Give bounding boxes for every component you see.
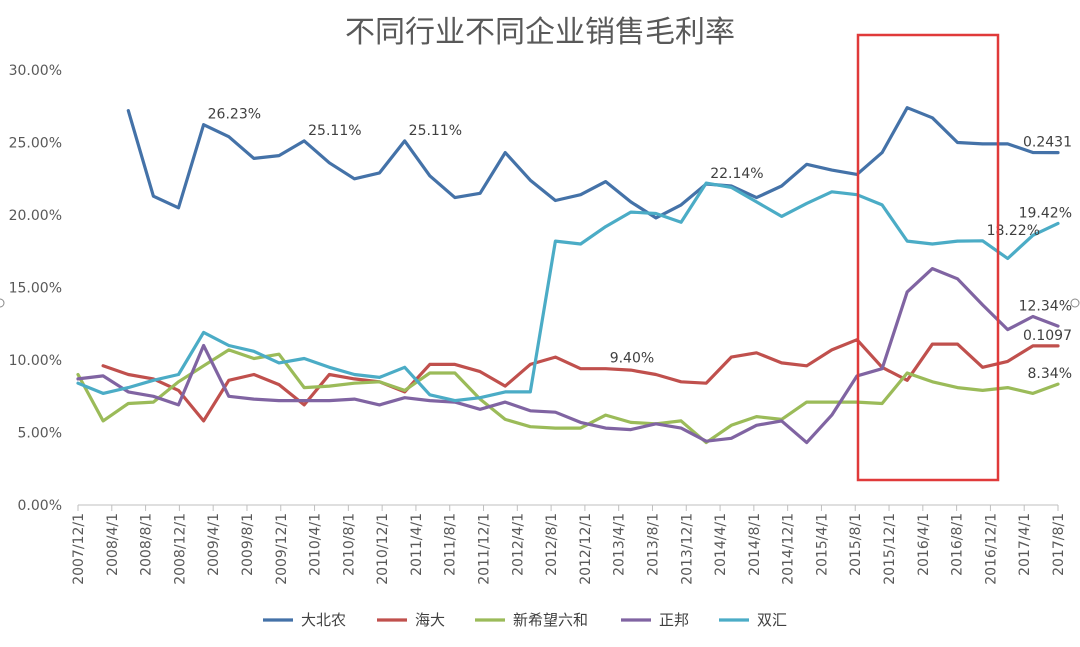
x-axis: 2007/12/1 2008/4/1 2008/8/1 2008/12/1 2009/4… <box>71 504 1067 585</box>
y-axis: 0.00% 5.00% 10.00% 15.00% 20.00% 25.00% 30.00% <box>9 63 62 514</box>
x-tick-label: 2011/4/1 <box>409 513 425 576</box>
data-label: 22.14% <box>710 166 763 182</box>
chart-title: 不同行业不同企业销售毛利率 <box>345 15 735 50</box>
x-tick-label: 2008/8/1 <box>139 513 155 576</box>
series-line-正邦 <box>76 267 1060 445</box>
x-tick-label: 2009/4/1 <box>206 513 222 576</box>
x-tick-label: 2017/8/1 <box>1051 513 1067 576</box>
x-tick-label: 2008/12/1 <box>172 513 188 585</box>
x-tick-label: 2009/8/1 <box>240 513 256 576</box>
data-label: 0.1097 <box>1023 328 1072 344</box>
legend-label: 正邦 <box>659 611 689 629</box>
legend-item[interactable]: 海大 <box>377 611 445 629</box>
x-tick-label: 2015/4/1 <box>814 513 830 576</box>
highlight-box <box>856 33 1000 482</box>
x-tick-label: 2007/12/1 <box>71 513 87 585</box>
x-tick-label: 2012/8/1 <box>544 513 560 576</box>
x-tick-label: 2011/12/1 <box>477 513 493 585</box>
resize-handle-left[interactable] <box>0 298 5 308</box>
x-tick-label: 2015/12/1 <box>882 513 898 585</box>
x-tick-label: 2010/4/1 <box>308 513 324 576</box>
x-tick-label: 2014/4/1 <box>713 513 729 576</box>
series-line-新希望六和 <box>76 348 1060 445</box>
x-tick-label: 2011/8/1 <box>443 513 459 576</box>
x-tick-label: 2016/4/1 <box>916 513 932 576</box>
data-label: 18.22% <box>987 223 1040 239</box>
resize-handle-right[interactable] <box>1070 298 1080 308</box>
series-line-大北农 <box>126 106 1060 220</box>
y-tick-label: 25.00% <box>9 136 62 152</box>
series-line-海大 <box>101 338 1060 423</box>
series-line-双汇 <box>76 181 1060 403</box>
data-label: 25.11% <box>409 123 462 139</box>
legend: 大北农 海大 新希望六和 正邦 双汇 <box>263 611 787 629</box>
x-tick-label: 2013/4/1 <box>612 513 628 576</box>
legend-label: 双汇 <box>757 611 787 629</box>
data-label: 25.11% <box>308 123 361 139</box>
legend-label: 大北农 <box>301 611 346 629</box>
x-tick-label: 2009/12/1 <box>274 513 290 585</box>
x-tick-label: 2013/8/1 <box>645 513 661 576</box>
legend-item[interactable]: 新希望六和 <box>475 611 588 629</box>
x-tick-label: 2016/12/1 <box>983 513 999 585</box>
data-label: 19.42% <box>1019 205 1072 221</box>
x-tick-label: 2012/12/1 <box>578 513 594 585</box>
legend-item[interactable]: 大北农 <box>263 611 346 629</box>
data-label: 0.2431 <box>1023 135 1072 151</box>
legend-item[interactable]: 正邦 <box>621 611 689 629</box>
data-label-layer: 26.23% 25.11% 25.11% 22.14% 0.2431 9.40% 0.109… <box>208 107 1072 382</box>
x-tick-label: 2008/4/1 <box>105 513 121 576</box>
legend-label: 新希望六和 <box>513 611 588 629</box>
y-tick-label: 0.00% <box>18 498 62 514</box>
series-layer <box>76 106 1060 445</box>
data-label: 8.34% <box>1028 366 1072 382</box>
data-label: 26.23% <box>208 107 261 123</box>
x-tick-label: 2014/12/1 <box>781 513 797 585</box>
data-label: 9.40% <box>610 351 654 367</box>
y-tick-label: 30.00% <box>9 63 62 79</box>
x-tick-label: 2017/4/1 <box>1017 513 1033 576</box>
legend-item[interactable]: 双汇 <box>719 611 787 629</box>
y-tick-label: 20.00% <box>9 208 62 224</box>
x-tick-label: 2016/8/1 <box>950 513 966 576</box>
y-tick-label: 10.00% <box>9 353 62 369</box>
x-tick-label: 2014/8/1 <box>747 513 763 576</box>
data-label: 12.34% <box>1019 299 1072 315</box>
x-tick-label: 2012/4/1 <box>510 513 526 576</box>
x-tick-label: 2013/12/1 <box>679 513 695 585</box>
x-tick-label: 2010/12/1 <box>375 513 391 585</box>
y-tick-label: 5.00% <box>18 426 62 442</box>
legend-label: 海大 <box>415 611 445 629</box>
x-tick-label: 2010/8/1 <box>341 513 357 576</box>
x-tick-label: 2015/8/1 <box>848 513 864 576</box>
y-tick-label: 15.00% <box>9 281 62 297</box>
